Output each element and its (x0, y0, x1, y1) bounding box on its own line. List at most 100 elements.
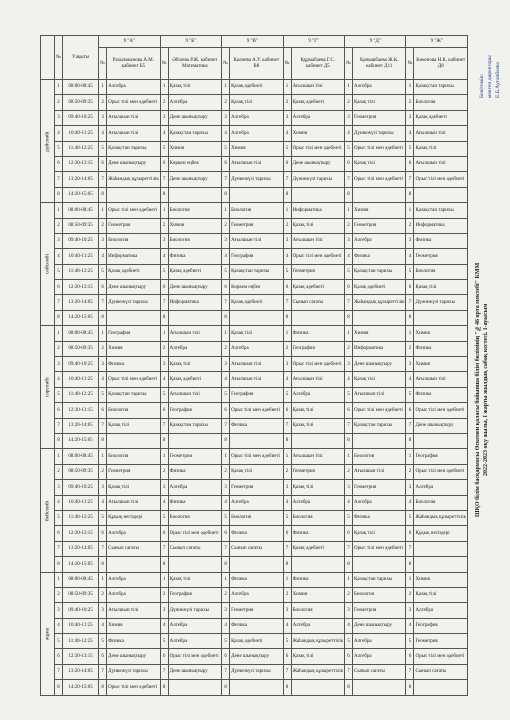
lesson-row: сейсенбі 1 08:00-08:45 1 Орыс тілі мен әдеби… (40, 202, 468, 326)
lesson-number: 3 (54, 109, 64, 127)
subject: Орыс тілі мен әдебиеті (106, 679, 161, 696)
title-line: ШҚО білім басқармасы Өскемен қаласы бойы… (475, 262, 481, 518)
lesson-row: 5 11:40-12:25 5 Физика 5 Алгебра 5 Қазақ әдебие… (41, 633, 468, 650)
subject: Биология (413, 94, 468, 111)
subject: Физика (290, 525, 346, 542)
subject (229, 309, 284, 327)
lesson-number: 8 (282, 309, 292, 327)
subject (229, 679, 284, 696)
lesson-number: 3 (98, 479, 108, 496)
lesson-number: 5 (282, 140, 292, 157)
lesson-number: 3 (54, 232, 64, 250)
subject: Алгебра (413, 602, 468, 619)
subject: Алгебра (229, 109, 284, 127)
subject: Химия (413, 571, 468, 588)
lesson-number: 6 (98, 155, 108, 173)
lesson-row: 6 12:30-13:15 6 Биология 6 География 6 Орыс тіл… (41, 402, 468, 419)
subject: Қазақ тілі (167, 356, 223, 373)
number-header: № (344, 47, 354, 80)
subject: Алгебра (352, 633, 407, 650)
lesson-number: 6 (344, 279, 354, 296)
lesson-row: 3 09:40-10:25 3 Қазақ тілі 3 Алгебра 3 Геометри… (41, 479, 468, 496)
lesson-number: 3 (344, 479, 354, 496)
lesson-number: 7 (98, 294, 108, 311)
subject: Алгебра (167, 633, 223, 650)
lesson-number: 2 (344, 586, 354, 604)
subject: Химия (290, 586, 346, 604)
lesson-number: 1 (159, 571, 169, 588)
lesson-time: 11:40-12:25 (62, 509, 100, 527)
lesson-number: 5 (344, 140, 354, 157)
subject (106, 309, 161, 327)
lesson-row: 6 12:30-13:15 6 Дене шынықтыру 6 Орыс тілі ме… (41, 648, 468, 665)
lesson-number: 5 (54, 509, 64, 527)
subject: Алгебра (167, 340, 223, 358)
time-header: Уақыты (62, 35, 100, 80)
lesson-number: 1 (54, 202, 64, 219)
lesson-number: 2 (54, 586, 64, 604)
subject: Дүниежүзі тарихы (167, 602, 223, 619)
subject: Қазақ әдебиеті (290, 540, 346, 558)
subject: Ағылшын тілі (229, 371, 284, 388)
lesson-number: 3 (54, 479, 64, 496)
lesson-number: 3 (221, 109, 231, 127)
lesson-number: 2 (54, 463, 64, 481)
lesson-number: 7 (54, 663, 64, 681)
lesson-number: 8 (221, 679, 231, 696)
lesson-number: 3 (159, 602, 169, 619)
subject: Геометрия (229, 217, 284, 234)
lesson-number: 1 (54, 448, 64, 465)
day-name: бейсенбі (40, 448, 55, 572)
lesson-number: 2 (159, 340, 169, 358)
subject: Ағылшын тілі (352, 386, 407, 404)
lesson-number: 8 (159, 556, 169, 573)
subject: Дүниежүзі тарихы (106, 294, 161, 311)
subject: Орыс тілі мен әдебиеті (413, 171, 468, 188)
lesson-number: 4 (344, 248, 354, 265)
lesson-number: 3 (221, 479, 231, 496)
subject (290, 186, 346, 204)
lesson-time: 08:50-09:35 (62, 463, 100, 481)
lesson-time: 11:40-12:25 (62, 263, 100, 281)
lesson-number: 1 (98, 202, 108, 219)
subject (229, 432, 284, 450)
subject: Ағылшын тілі (167, 386, 223, 404)
lesson-number: 6 (344, 155, 354, 173)
subject: Алгебра (106, 525, 161, 542)
subject: Ағылшын тілі (290, 78, 346, 96)
lesson-number: 2 (159, 94, 169, 111)
lesson-time: 12:30-13:15 (62, 155, 100, 173)
lesson-number: 2 (159, 217, 169, 234)
subject: Жаһандық құзыреттілік (413, 509, 468, 527)
lesson-number: 7 (54, 417, 64, 434)
lesson-number: 5 (405, 140, 415, 157)
lesson-number: 8 (98, 432, 108, 450)
subject: География (290, 340, 346, 358)
subject: Жаһандық құзыреттілік (290, 633, 346, 650)
lesson-number: 2 (98, 586, 108, 604)
lesson-row: 3 09:40-10:25 3 Физика 3 Қазақ тілі 3 Ағылшын т… (41, 356, 468, 373)
subject: Сынып сағаты (290, 294, 346, 311)
subject: Биология (106, 448, 161, 465)
subject: Орыс тілі мен әдебиеті (167, 648, 223, 665)
lesson-number: 4 (282, 248, 292, 265)
teacher-cabinet: Калиева А.У. кабинет В8 (229, 47, 284, 80)
lesson-time: 08:50-09:35 (62, 586, 100, 604)
lesson-time: 12:30-13:15 (62, 648, 100, 665)
subject: Дене шынықтыру (352, 617, 407, 635)
lesson-number: 5 (221, 633, 231, 650)
number-header: № (54, 35, 64, 80)
lesson-number: 8 (282, 679, 292, 696)
subject: Алгебра (229, 340, 284, 358)
subject: Физика (413, 386, 468, 404)
lesson-number: 1 (344, 325, 354, 342)
lesson-number: 8 (159, 186, 169, 204)
lesson-number: 6 (344, 525, 354, 542)
lesson-row: 2 08:50-09:35 2 Орыс тілі мен әдебиеті 2 Алге… (41, 94, 468, 111)
lesson-number: 8 (54, 679, 64, 696)
lesson-number: 2 (221, 586, 231, 604)
lesson-number: 2 (221, 94, 231, 111)
subject: Дүниежүзі тарихы (413, 294, 468, 311)
subject (290, 556, 346, 573)
lesson-number: 7 (405, 663, 415, 681)
